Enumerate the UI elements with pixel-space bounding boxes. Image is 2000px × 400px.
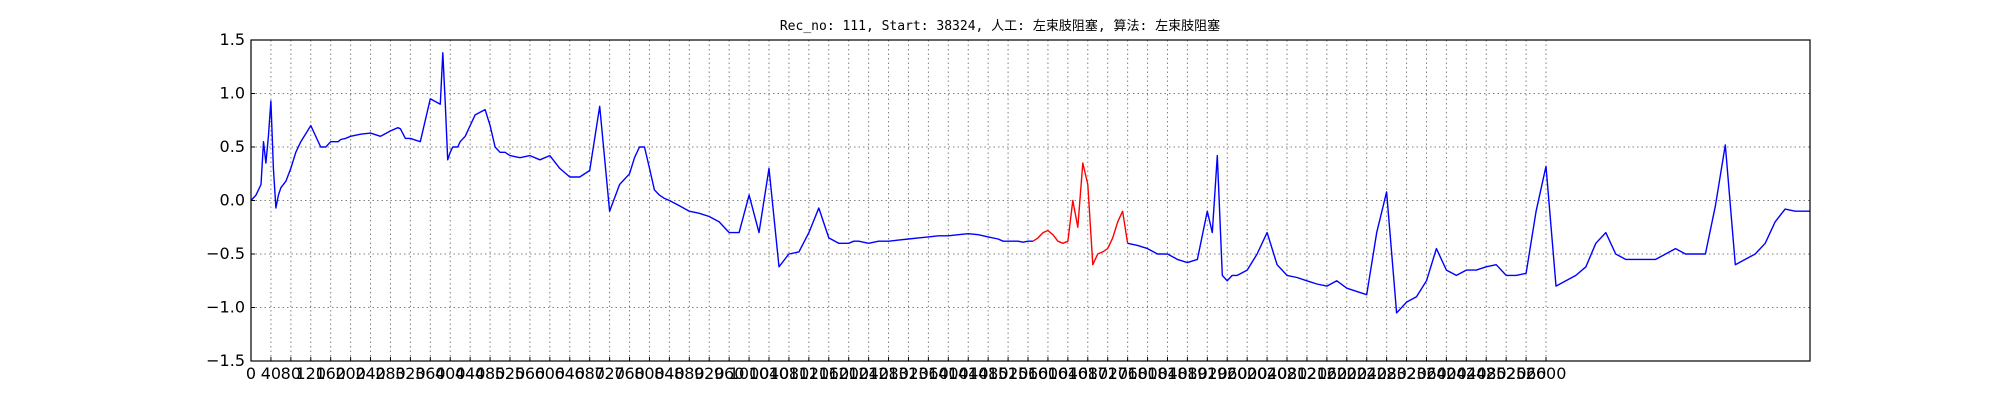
ecg-series-line-1 [250,52,1033,268]
x-tick-label: 1040 [749,364,790,383]
x-tick-label: 2600 [1526,364,1567,383]
y-tick-label: 0.5 [220,137,245,156]
ecg-series-line-3 [1127,144,1810,314]
x-tick-label: 320 [395,364,426,383]
x-tick-label: 1160 [808,364,849,383]
x-tick-label: 1920 [1187,364,1228,383]
x-tick-label: 2320 [1386,364,1427,383]
x-tick-label: 360 [415,364,446,383]
ecg-series-line-2 [1032,162,1129,266]
x-tick-label: 2440 [1446,364,1487,383]
y-tick-label: −1.0 [206,298,245,317]
x-tick-label: 440 [455,364,486,383]
x-tick-label: 1120 [788,364,829,383]
x-tick-label: 1720 [1087,364,1128,383]
y-tick-label: −1.5 [206,351,245,370]
y-axis-ticks: 1.5 1.0 0.5 0.0 −0.5 −1.0 −1.5 [206,30,255,370]
x-tick-label: 480 [475,364,506,383]
x-tick-label: 1680 [1067,364,1108,383]
x-tick-label: 560 [515,364,546,383]
x-tick-label: 1520 [988,364,1029,383]
x-tick-label: 1360 [908,364,949,383]
x-tick-label: 2080 [1267,364,1308,383]
x-tick-label: 800 [634,364,665,383]
y-tick-label: 0.0 [220,191,245,210]
series-group [250,52,1810,314]
x-tick-label: 1000 [729,364,770,383]
x-tick-label: 2560 [1506,364,1547,383]
x-tick-label: 80 [281,364,301,383]
x-tick-label: 680 [574,364,605,383]
x-tick-label: 240 [355,364,386,383]
x-tick-label: 1840 [1147,364,1188,383]
x-tick-label: 720 [594,364,625,383]
x-tick-label: 280 [375,364,406,383]
x-tick-label: 2040 [1247,364,1288,383]
x-tick-label: 1400 [928,364,969,383]
x-tick-label: 1200 [828,364,869,383]
grid [251,40,1810,361]
x-tick-label: 1800 [1127,364,1168,383]
x-tick-label: 1320 [888,364,929,383]
x-tick-label: 520 [495,364,526,383]
y-tick-label: −0.5 [206,244,245,263]
x-tick-label: 400 [435,364,466,383]
x-tick-label: 2280 [1366,364,1407,383]
x-tick-label: 160 [315,364,346,383]
x-tick-label: 2240 [1346,364,1387,383]
x-tick-label: 760 [614,364,645,383]
x-tick-label: 1080 [769,364,810,383]
x-tick-label: 2480 [1466,364,1507,383]
x-tick-label: 640 [554,364,585,383]
x-tick-label: 2520 [1486,364,1527,383]
x-tick-label: 200 [335,364,366,383]
x-tick-label: 880 [674,364,705,383]
x-tick-label: 1640 [1047,364,1088,383]
x-tick-label: 1280 [868,364,909,383]
x-tick-label: 1880 [1167,364,1208,383]
x-tick-label: 0 [246,364,256,383]
x-tick-label: 1480 [968,364,1009,383]
x-tick-label: 1440 [948,364,989,383]
x-tick-label: 2120 [1287,364,1328,383]
y-tick-label: 1.0 [220,84,245,103]
x-tick-label: 920 [694,364,725,383]
x-tick-label: 960 [714,364,745,383]
x-tick-label: 2360 [1406,364,1447,383]
x-tick-label: 120 [295,364,326,383]
x-axis-ticks: 0 40 8012016020024028032036040044048052056… [246,357,1566,383]
x-tick-label: 2160 [1307,364,1348,383]
chart-title: Rec_no: 111, Start: 38324, 人工: 左束肢阻塞, 算法… [780,18,1220,34]
x-tick-label: 1240 [848,364,889,383]
x-tick-label: 840 [654,364,685,383]
x-tick-label: 1600 [1028,364,1069,383]
y-tick-label: 1.5 [220,30,245,49]
x-tick-label: 1760 [1107,364,1148,383]
x-tick-label: 2000 [1227,364,1268,383]
x-tick-label: 2400 [1426,364,1467,383]
x-tick-label: 2200 [1326,364,1367,383]
x-tick-label: 1560 [1008,364,1049,383]
x-tick-label: 1960 [1207,364,1248,383]
x-tick-label: 600 [535,364,566,383]
x-tick-label: 40 [261,364,281,383]
